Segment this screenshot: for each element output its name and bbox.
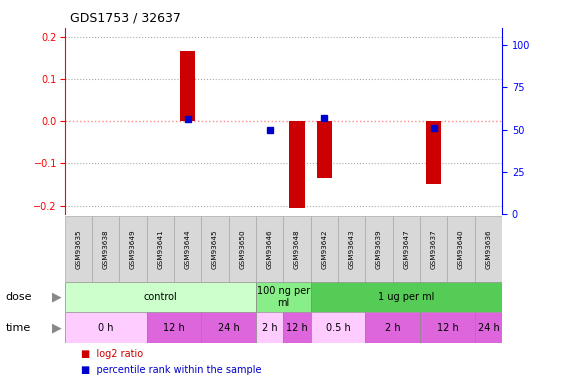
Text: GSM93647: GSM93647 [403,229,410,268]
Text: GSM93639: GSM93639 [376,229,382,268]
Bar [311,312,365,343]
Text: ■  log2 ratio: ■ log2 ratio [81,349,144,359]
Text: control: control [144,292,177,302]
Text: 0.5 h: 0.5 h [325,323,351,333]
Bar [393,216,420,282]
Text: GSM93636: GSM93636 [485,229,491,268]
Text: GSM93637: GSM93637 [431,229,436,268]
Bar [365,216,393,282]
Text: 1 ug per ml: 1 ug per ml [378,292,435,302]
Bar [311,282,502,312]
Bar [256,216,283,282]
Text: GSM93644: GSM93644 [185,229,191,268]
Text: GSM93650: GSM93650 [240,229,245,268]
Bar [475,312,502,343]
Text: 2 h: 2 h [262,323,278,333]
Bar [119,216,146,282]
Text: GSM93642: GSM93642 [321,229,327,268]
Text: 100 ng per
ml: 100 ng per ml [257,286,310,308]
Bar [338,216,365,282]
Text: GSM93643: GSM93643 [349,229,355,268]
Bar [92,216,119,282]
Bar [289,121,305,208]
Bar [311,216,338,282]
Text: 0 h: 0 h [98,323,113,333]
Bar [146,312,201,343]
Text: GSM93640: GSM93640 [458,229,464,268]
Text: GSM93645: GSM93645 [212,229,218,268]
Bar [65,282,256,312]
Bar [146,216,174,282]
Text: GSM93648: GSM93648 [294,229,300,268]
Bar [180,51,195,121]
Bar [229,216,256,282]
Text: 24 h: 24 h [218,323,240,333]
Bar [283,312,311,343]
Text: 12 h: 12 h [436,323,458,333]
Text: GSM93641: GSM93641 [157,229,163,268]
Text: GSM93649: GSM93649 [130,229,136,268]
Text: 24 h: 24 h [477,323,499,333]
Bar [475,216,502,282]
Text: ▶: ▶ [52,321,62,334]
Bar [420,216,448,282]
Bar [426,121,442,184]
Text: time: time [6,323,31,333]
Text: GSM93635: GSM93635 [75,229,81,268]
Text: GSM93638: GSM93638 [103,229,108,268]
Bar [65,312,146,343]
Bar [420,312,475,343]
Bar [201,312,256,343]
Text: ■  percentile rank within the sample: ■ percentile rank within the sample [81,365,262,375]
Text: dose: dose [6,292,32,302]
Bar [317,121,332,178]
Text: ▶: ▶ [52,291,62,303]
Bar [448,216,475,282]
Bar [256,282,311,312]
Bar [201,216,229,282]
Bar [283,216,311,282]
Text: 12 h: 12 h [286,323,308,333]
Bar [256,312,283,343]
Bar [365,312,420,343]
Bar [65,216,92,282]
Bar [174,216,201,282]
Text: 2 h: 2 h [385,323,401,333]
Text: GSM93646: GSM93646 [266,229,273,268]
Text: GDS1753 / 32637: GDS1753 / 32637 [70,11,181,24]
Text: 12 h: 12 h [163,323,185,333]
